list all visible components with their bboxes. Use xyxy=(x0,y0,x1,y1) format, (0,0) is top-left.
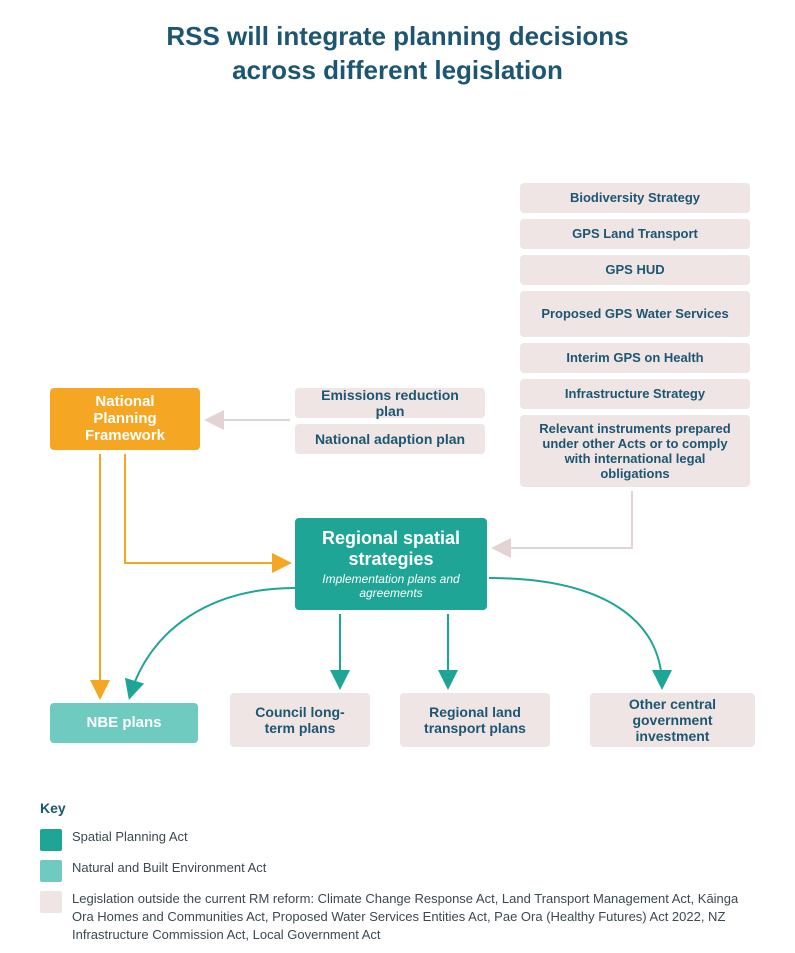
node-npf-label: National Planning Framework xyxy=(62,393,188,444)
key-row-1: Natural and Built Environment Act xyxy=(40,859,755,882)
node-other-investment-label: Other central government investment xyxy=(602,696,743,744)
node-council-plans-label: Council long-term plans xyxy=(242,704,358,736)
node-stack-2-label: GPS HUD xyxy=(605,262,664,277)
key-label-1: Natural and Built Environment Act xyxy=(72,859,266,877)
arrow-1 xyxy=(495,491,632,548)
node-rss-sub: Implementation plans and agreements xyxy=(307,572,475,600)
node-stack-4: Interim GPS on Health xyxy=(520,343,750,373)
node-emissions-reduction-plan-label: Emissions reduction plan xyxy=(307,387,473,419)
node-council-plans: Council long-term plans xyxy=(230,693,370,747)
key-label-2: Legislation outside the current RM refor… xyxy=(72,890,755,945)
node-nbe-plans-label: NBE plans xyxy=(86,714,161,731)
node-stack-4-label: Interim GPS on Health xyxy=(566,350,703,365)
node-stack-6-label: Relevant instruments prepared under othe… xyxy=(532,421,738,481)
node-stack-2: GPS HUD xyxy=(520,255,750,285)
node-regional-transport-plans: Regional land transport plans xyxy=(400,693,550,747)
node-npf: National Planning Framework xyxy=(50,388,200,450)
node-stack-6: Relevant instruments prepared under othe… xyxy=(520,415,750,487)
node-rss: Regional spatial strategiesImplementatio… xyxy=(295,518,487,610)
title-line-2: across different legislation xyxy=(0,54,795,88)
arrow-2 xyxy=(125,454,288,563)
page-title: RSS will integrate planning decisions ac… xyxy=(0,0,795,88)
arrow-7 xyxy=(489,578,662,686)
arrow-4 xyxy=(130,588,295,696)
key-row-0: Spatial Planning Act xyxy=(40,828,755,851)
node-stack-3: Proposed GPS Water Services xyxy=(520,291,750,337)
node-stack-5-label: Infrastructure Strategy xyxy=(565,386,705,401)
node-other-investment: Other central government investment xyxy=(590,693,755,747)
key-swatch-2 xyxy=(40,891,62,913)
key-swatch-1 xyxy=(40,860,62,882)
title-line-1: RSS will integrate planning decisions xyxy=(0,20,795,54)
key-label-0: Spatial Planning Act xyxy=(72,828,188,846)
node-national-adaption-plan: National adaption plan xyxy=(295,424,485,454)
node-stack-0-label: Biodiversity Strategy xyxy=(570,190,700,205)
node-stack-3-label: Proposed GPS Water Services xyxy=(541,306,728,321)
key-title: Key xyxy=(40,800,755,816)
node-national-adaption-plan-label: National adaption plan xyxy=(315,431,465,447)
diagram-canvas: National Planning Framework Emissions red… xyxy=(0,88,795,768)
node-stack-1: GPS Land Transport xyxy=(520,219,750,249)
node-emissions-reduction-plan: Emissions reduction plan xyxy=(295,388,485,418)
node-regional-transport-plans-label: Regional land transport plans xyxy=(412,704,538,736)
key-swatch-0 xyxy=(40,829,62,851)
node-rss-label: Regional spatial strategies xyxy=(307,528,475,570)
node-stack-1-label: GPS Land Transport xyxy=(572,226,698,241)
node-stack-0: Biodiversity Strategy xyxy=(520,183,750,213)
key-section: Key Spatial Planning Act Natural and Buil… xyxy=(40,800,755,953)
node-nbe-plans: NBE plans xyxy=(50,703,198,743)
key-row-2: Legislation outside the current RM refor… xyxy=(40,890,755,945)
node-stack-5: Infrastructure Strategy xyxy=(520,379,750,409)
